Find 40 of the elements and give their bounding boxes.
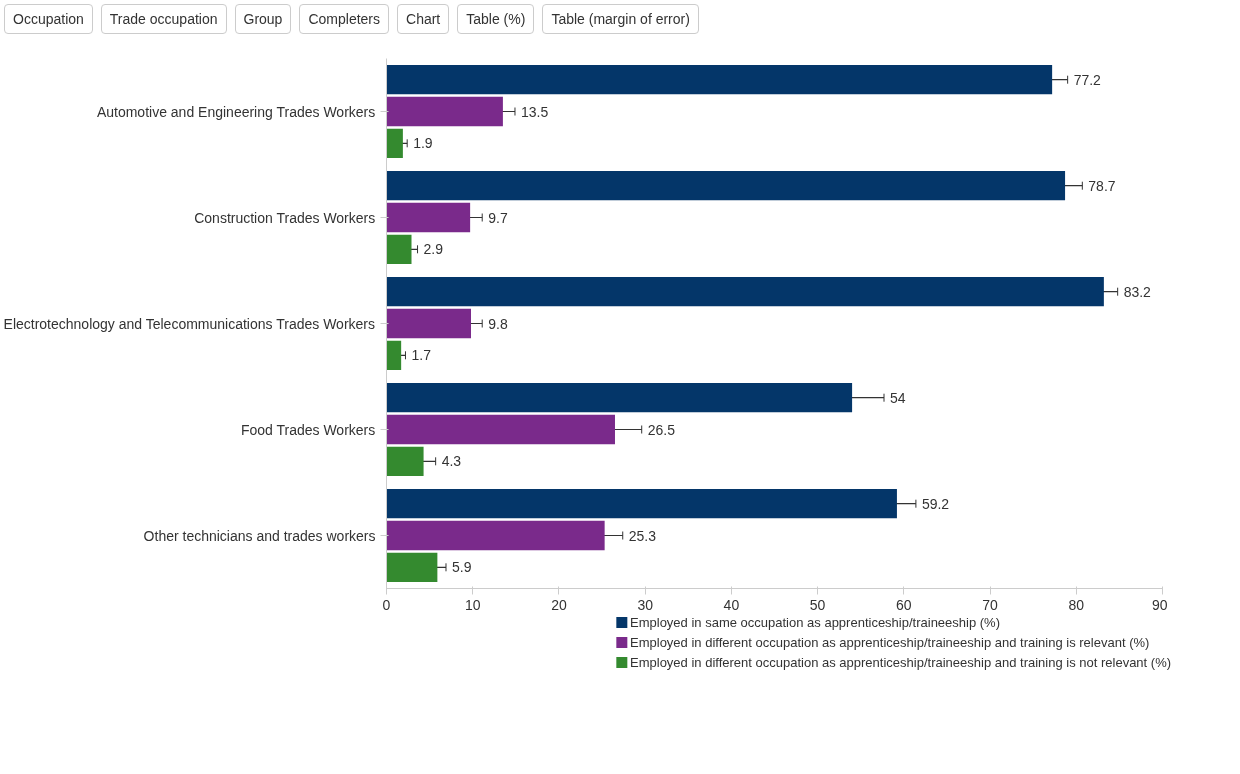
data-label: 9.8 [488,315,508,332]
data-label: 4.3 [441,453,462,470]
data-label: 54 [890,389,906,406]
y-tick-label: Electrotechnology and Telecommunications Trades Workers [3,315,375,332]
y-tick-label: Food Trades Workers [240,421,376,438]
text: Trade occupation [109,10,218,29]
y-tick-label: Other technicians and trades workers [143,527,376,544]
data-label: 78.7 [1088,177,1116,194]
data-label: 1.9 [413,135,433,152]
data-label: 5.9 [451,559,472,576]
x-tick-label: 20 [551,596,567,613]
x-tick-label: 10 [464,596,481,613]
y-tick-label: Construction Trades Workers [194,209,376,226]
text: Table (%) [466,10,526,29]
data-label: 2.9 [423,241,444,258]
legend-label: Employed in different occupation as apprenticeship/traineeship and training is not relevant (%) [630,655,1172,670]
x-tick-label: 90 [1151,596,1168,613]
text: Occupation [13,10,84,29]
data-label: 13.5 [520,103,549,120]
text: Table (margin of error) [551,10,690,29]
legend-label: Employed in same occupation as apprenticeship/traineeship (%) [630,615,1000,630]
x-tick-label: 80 [1068,596,1085,613]
data-label: 77.2 [1073,71,1102,88]
data-label: 25.3 [628,527,657,544]
x-tick-label: 60 [896,596,912,613]
legend-label: Employed in different occupation as apprenticeship/traineeship and training is relevant (%) [630,635,1150,650]
x-tick-label: 50 [809,596,826,613]
data-label: 59.2 [921,495,950,512]
data-label: 83.2 [1123,283,1152,300]
x-tick-label: 0 [382,596,391,613]
x-tick-label: 40 [723,596,740,613]
x-tick-label: 70 [982,596,999,613]
x-tick-label: 30 [637,596,654,613]
text: Group [243,10,283,29]
data-label: 1.7 [411,347,432,364]
text: Chart [406,10,441,29]
text: Completers [308,10,381,29]
data-label: 26.5 [647,421,676,438]
y-tick-label: Automotive and Engineering Trades Workers [96,103,376,120]
data-label: 9.7 [488,209,508,226]
